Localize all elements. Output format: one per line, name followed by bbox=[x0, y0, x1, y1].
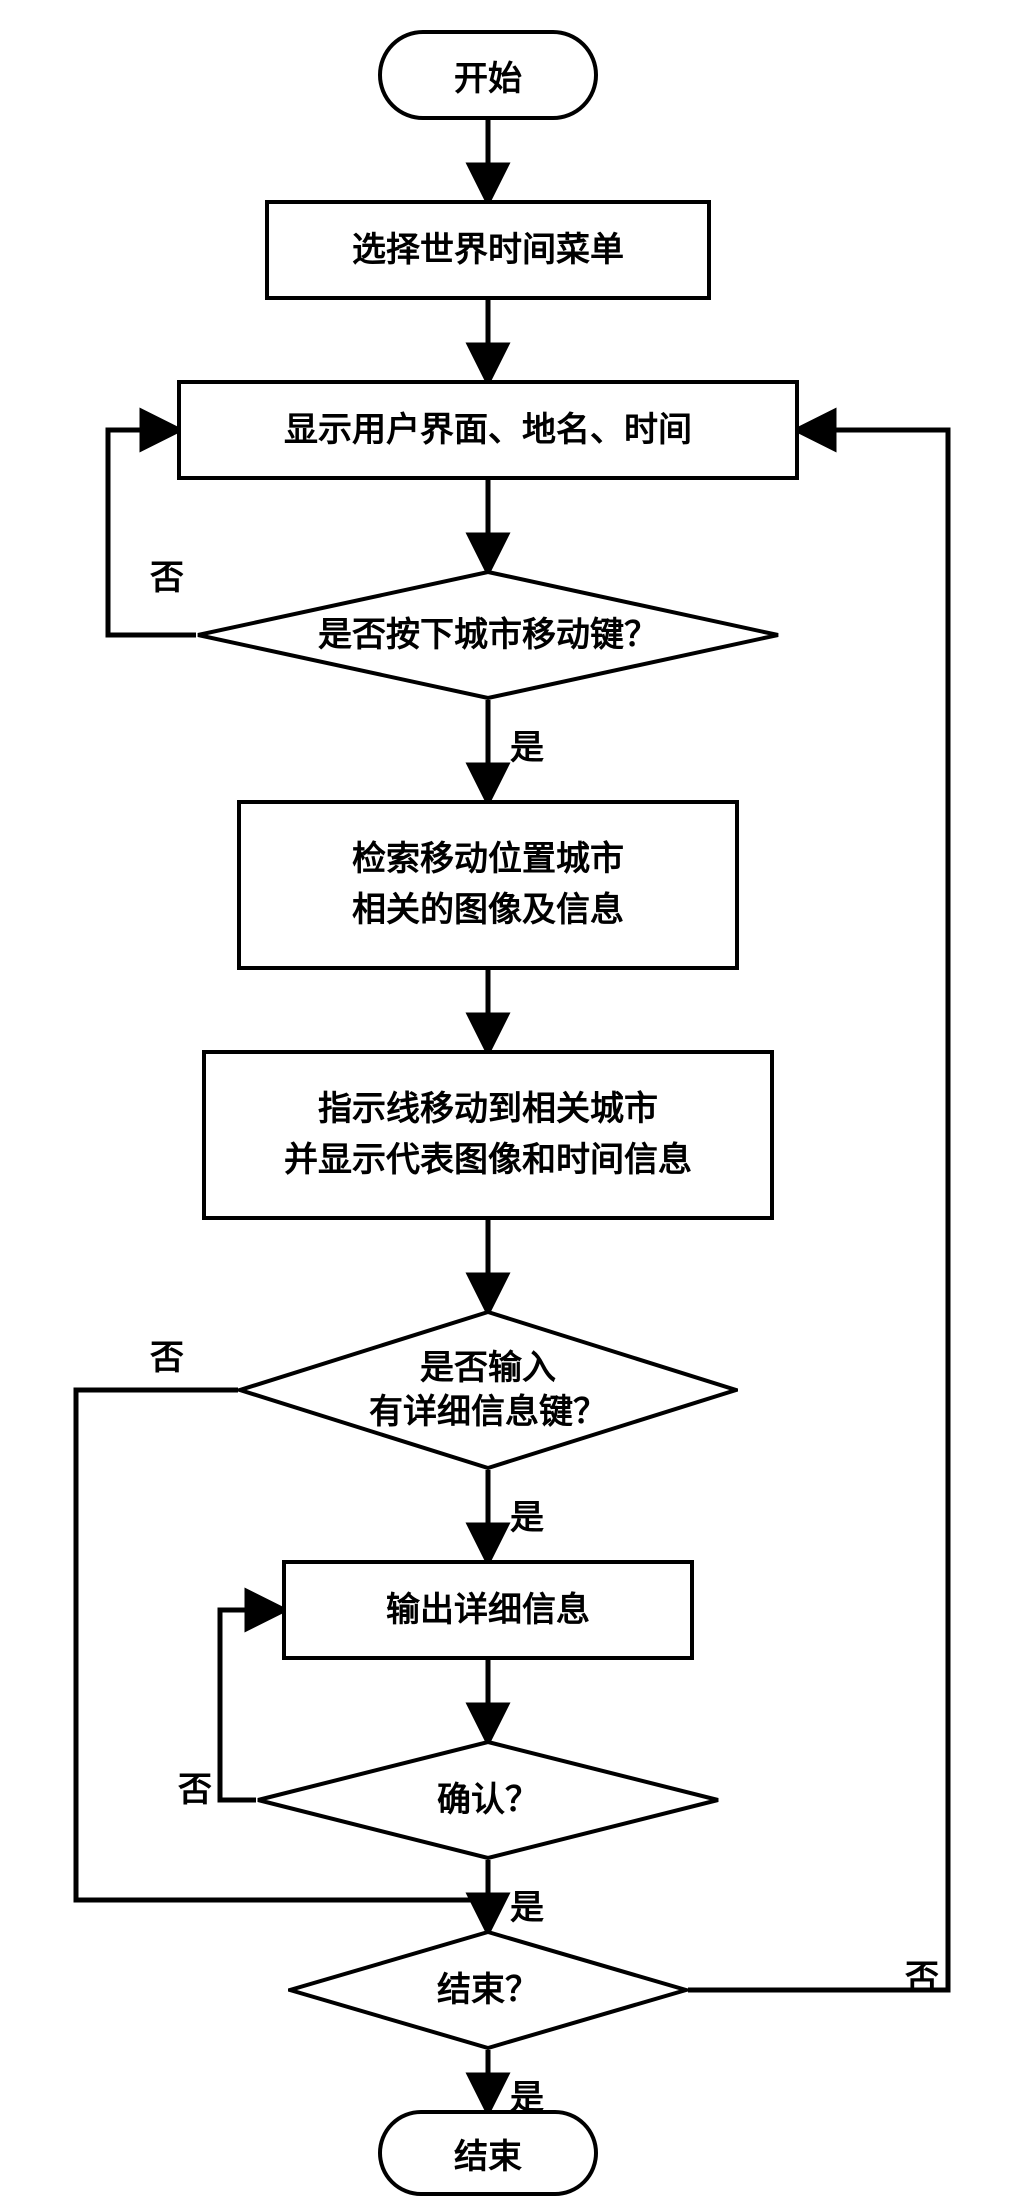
display-ui-place-time: 显示用户界面、地名、时间 bbox=[177, 380, 799, 480]
move-indicator-show-info: 指示线移动到相关城市 并显示代表图像和时间信息 bbox=[202, 1050, 774, 1220]
flowchart-canvas: 开始 选择世界时间菜单 显示用户界面、地名、时间 是否按下城市移动键？ 检索移动… bbox=[0, 0, 1024, 2196]
end-terminator: 结束 bbox=[378, 2110, 598, 2196]
n3-text: 检索移动位置城市 相关的图像及信息 bbox=[352, 834, 624, 936]
d2-yes-label: 是 bbox=[510, 1490, 544, 1539]
decision-end: 结束？ bbox=[288, 1930, 688, 2050]
d1-text: 是否按下城市移动键？ bbox=[318, 613, 658, 657]
retrieve-city-image-info: 检索移动位置城市 相关的图像及信息 bbox=[237, 800, 739, 970]
d4-yes-label: 是 bbox=[510, 2070, 544, 2119]
select-world-time-menu: 选择世界时间菜单 bbox=[265, 200, 711, 300]
decision-confirm: 确认？ bbox=[256, 1740, 720, 1860]
n2-text: 显示用户界面、地名、时间 bbox=[284, 405, 692, 456]
d3-no-label: 否 bbox=[178, 1762, 212, 1811]
n1-text: 选择世界时间菜单 bbox=[352, 225, 624, 276]
d4-no-label: 否 bbox=[905, 1950, 939, 1999]
decision-detail-info-key: 是否输入 有详细信息键？ bbox=[238, 1310, 738, 1470]
end-text: 结束 bbox=[454, 2129, 522, 2178]
d3-text: 确认？ bbox=[437, 1778, 539, 1822]
n4-text: 指示线移动到相关城市 并显示代表图像和时间信息 bbox=[284, 1084, 692, 1186]
d4-text: 结束？ bbox=[437, 1968, 539, 2012]
start-terminator: 开始 bbox=[378, 30, 598, 120]
start-text: 开始 bbox=[454, 51, 522, 100]
decision-city-move-key: 是否按下城市移动键？ bbox=[196, 570, 780, 700]
d2-text: 是否输入 有详细信息键？ bbox=[369, 1346, 607, 1434]
d3-yes-label: 是 bbox=[510, 1880, 544, 1929]
n5-text: 输出详细信息 bbox=[386, 1585, 590, 1636]
d1-yes-label: 是 bbox=[510, 720, 544, 769]
d1-no-label: 否 bbox=[150, 550, 184, 599]
output-detail-info: 输出详细信息 bbox=[282, 1560, 694, 1660]
d2-no-label: 否 bbox=[150, 1330, 184, 1379]
